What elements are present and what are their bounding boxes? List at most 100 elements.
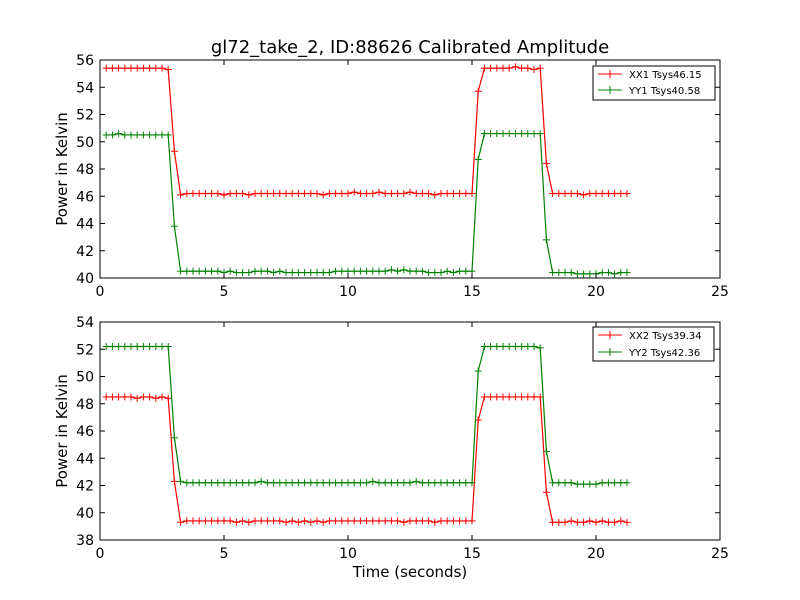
plot-bottom-ticks-layer: 0 5 10 15 20 25 38 40 42 44 46 48 50 52 54 (76, 315, 729, 562)
plot-top-series-0-point (449, 190, 457, 198)
plot-top-series-1-point (611, 270, 619, 278)
plot-bottom-series-1-point (598, 479, 606, 487)
plot-bottom-series-1-point (139, 343, 147, 351)
plot-bottom-series-0-point (462, 517, 470, 525)
plot-bottom-series-0-point (139, 393, 147, 401)
legend-label-yy1: YY1 Tsys40.58 (628, 86, 700, 97)
plot-top-series-0-point (257, 190, 265, 198)
plot-bottom-series-0-point (270, 517, 278, 525)
plot-bottom-series-0-point (189, 517, 197, 525)
plot-top-series-1-point (418, 267, 426, 275)
plot-top-series-1-point (208, 267, 216, 275)
plot-bottom-series-1-point (394, 479, 402, 487)
plot-bottom-series-1-point (350, 479, 358, 487)
plot-top-series-1-point (412, 267, 420, 275)
plot-bottom-series-1-point (449, 479, 457, 487)
plot-top-series-1-point (245, 269, 253, 277)
plot-bottom-series-1-point (369, 477, 377, 485)
plot-bottom-series-0-point (505, 393, 513, 401)
plot-top-series-0-point (493, 64, 501, 72)
plot-top-series-1-point (325, 269, 333, 277)
plot-bottom-ytick-label: 48 (76, 397, 94, 413)
plot-top-series-1-point (530, 130, 538, 138)
plot-top-series-0-point (164, 66, 172, 74)
plot-top-ytick-label: 56 (76, 53, 94, 69)
plot-bottom-series-1-point (456, 479, 464, 487)
plot-bottom-series-0-point (617, 517, 625, 525)
plot-top-series-0-point (381, 190, 389, 198)
plot-top-series-1-point (189, 267, 197, 275)
plot-top-series-1-point (276, 267, 284, 275)
plot-top-series-0-point (325, 190, 333, 198)
plot-bottom-series-0-point (313, 517, 321, 525)
plot-top-series-1-point (462, 267, 470, 275)
plot-top-series-1-point (108, 131, 116, 139)
plot-top-series-0-point (158, 64, 166, 72)
plot-top-series-0-point (263, 190, 271, 198)
plot-top-series-0-point (462, 190, 470, 198)
plot-bottom-series-1-point (195, 479, 203, 487)
plot-bottom-series-1-point (536, 344, 544, 352)
plot-bottom-ytick-label: 50 (76, 370, 94, 386)
plot-top-series-1-point (437, 269, 445, 277)
plot-top-ytick-label: 48 (76, 162, 94, 178)
plot-bottom-series-0-point (518, 393, 526, 401)
plot-top-xtick-label: 10 (339, 284, 357, 300)
plot-top-series-1-point (239, 269, 247, 277)
plot-bottom-series-0-point (301, 517, 309, 525)
plot-bottom-series-1-point (152, 343, 160, 351)
plot-bottom-series-1-point (363, 479, 371, 487)
plot-top-series-0-point (363, 190, 371, 198)
plot-bottom-series-1-point (443, 479, 451, 487)
plot-bottom-series-1-point (338, 479, 346, 487)
plot-bottom-series-0-point (332, 517, 340, 525)
plot-top-series-1-point (536, 130, 544, 138)
plot-bottom-series-1-point (499, 343, 507, 351)
plot-bottom-series-1-point (313, 479, 321, 487)
plot-bottom-series-0-point (276, 517, 284, 525)
plot-bottom-series-layer (102, 343, 631, 526)
plot-top-xtick-label: 15 (463, 284, 481, 300)
plot-bottom-series-1-point (158, 343, 166, 351)
plot-top-ylabel: Power in Kelvin (53, 112, 71, 226)
plot-bottom-series-1-point (561, 479, 569, 487)
plot-bottom-series-1-point (208, 479, 216, 487)
plot-bottom-series-1-point (226, 479, 234, 487)
plot-top-series-0-point (406, 188, 414, 196)
plot-bottom-series-1-point (505, 343, 513, 351)
plot-bottom-series-0-point (586, 517, 594, 525)
plot-top-series-1-point (487, 130, 495, 138)
plot-top-series-0-point (319, 191, 327, 199)
plot-top-series-0-point (270, 190, 278, 198)
plot-top-series-0-point (549, 190, 557, 198)
plot-top-series-1-point (232, 269, 240, 277)
plot-top-series-1-point (518, 130, 526, 138)
plot-bottom-series-1-point (115, 343, 123, 351)
plot-top-series-1-point (499, 130, 507, 138)
plot-bottom-series-0-point (487, 393, 495, 401)
plot-top-series-1-point (214, 267, 222, 275)
plot-bottom-series-1-point (474, 367, 482, 375)
plot-bottom-series-0-point (493, 393, 501, 401)
plot-bottom-series-0-point (437, 517, 445, 525)
plot-bottom-series-0-point (580, 518, 588, 526)
plot-top-series-1-point (121, 131, 129, 139)
plot-top-series-1-point (617, 269, 625, 277)
plot-bottom-series-1-point (189, 479, 197, 487)
plot-bottom-series-0-point (226, 517, 234, 525)
plot-top-xtick-label: 25 (711, 284, 729, 300)
plot-top-xtick-label: 0 (96, 284, 105, 300)
plot-top-series-1-point (146, 131, 154, 139)
plot-bottom-series-1-point (257, 477, 265, 485)
plot-bottom-series-0-point (549, 518, 557, 526)
plot-top-series-1-point (363, 267, 371, 275)
plot-bottom-series-0-point (115, 393, 123, 401)
plot-bottom-series-0-point (251, 517, 259, 525)
plot-bottom-series-0-point (344, 517, 352, 525)
plot-top-ytick-label: 40 (76, 271, 94, 287)
plot-bottom-series-0-point (158, 393, 166, 401)
plot-bottom-series-1-point (127, 343, 135, 351)
plot-bottom-series-0-point (611, 518, 619, 526)
plot-top-series-1-point (555, 269, 563, 277)
plot-top-series-0-point (480, 64, 488, 72)
